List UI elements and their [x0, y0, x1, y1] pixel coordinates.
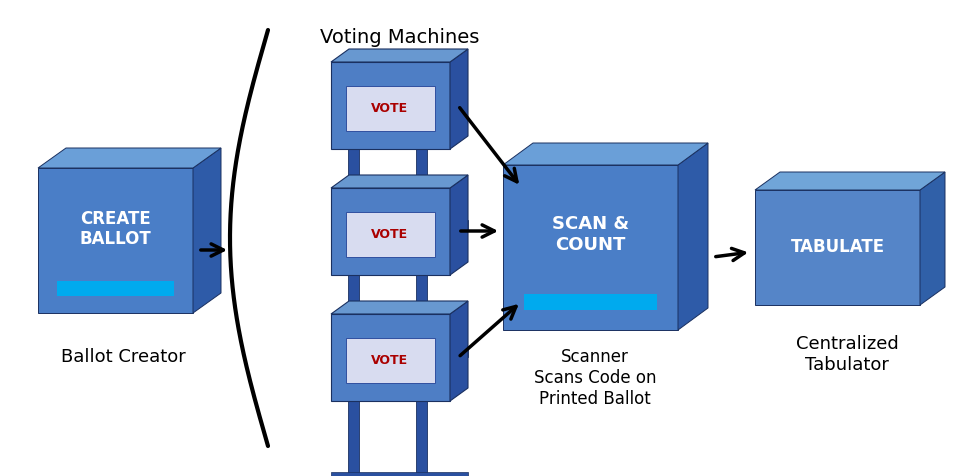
Text: Ballot Creator: Ballot Creator — [60, 348, 186, 366]
Polygon shape — [450, 301, 468, 401]
Polygon shape — [416, 275, 427, 357]
Polygon shape — [331, 220, 468, 231]
Text: Scanner
Scans Code on
Printed Ballot: Scanner Scans Code on Printed Ballot — [534, 348, 656, 407]
Polygon shape — [331, 346, 468, 357]
Polygon shape — [524, 294, 657, 310]
Polygon shape — [503, 143, 708, 165]
Polygon shape — [450, 175, 468, 275]
Polygon shape — [755, 190, 920, 305]
Text: VOTE: VOTE — [372, 101, 408, 115]
Polygon shape — [57, 281, 174, 296]
Polygon shape — [331, 62, 450, 149]
Polygon shape — [678, 143, 708, 330]
Text: Voting Machines: Voting Machines — [320, 28, 480, 47]
Polygon shape — [416, 149, 427, 231]
Text: VOTE: VOTE — [372, 354, 408, 367]
Polygon shape — [38, 168, 193, 313]
Polygon shape — [331, 175, 468, 188]
Polygon shape — [920, 172, 945, 305]
Polygon shape — [331, 49, 468, 62]
Polygon shape — [755, 172, 945, 190]
Polygon shape — [346, 338, 435, 383]
Polygon shape — [503, 165, 678, 330]
Polygon shape — [331, 314, 450, 401]
Text: Centralized
Tabulator: Centralized Tabulator — [796, 335, 899, 374]
Polygon shape — [346, 86, 435, 131]
Text: VOTE: VOTE — [372, 228, 408, 240]
Polygon shape — [38, 148, 221, 168]
Polygon shape — [416, 401, 427, 476]
Polygon shape — [348, 149, 359, 231]
Text: CREATE
BALLOT: CREATE BALLOT — [80, 209, 151, 248]
Polygon shape — [348, 401, 359, 476]
Text: TABULATE: TABULATE — [790, 238, 884, 257]
Polygon shape — [193, 148, 221, 313]
Polygon shape — [331, 188, 450, 275]
Polygon shape — [348, 275, 359, 357]
Polygon shape — [450, 49, 468, 149]
Text: SCAN &
COUNT: SCAN & COUNT — [552, 215, 629, 254]
Polygon shape — [331, 301, 468, 314]
Polygon shape — [331, 472, 468, 476]
Polygon shape — [346, 212, 435, 257]
